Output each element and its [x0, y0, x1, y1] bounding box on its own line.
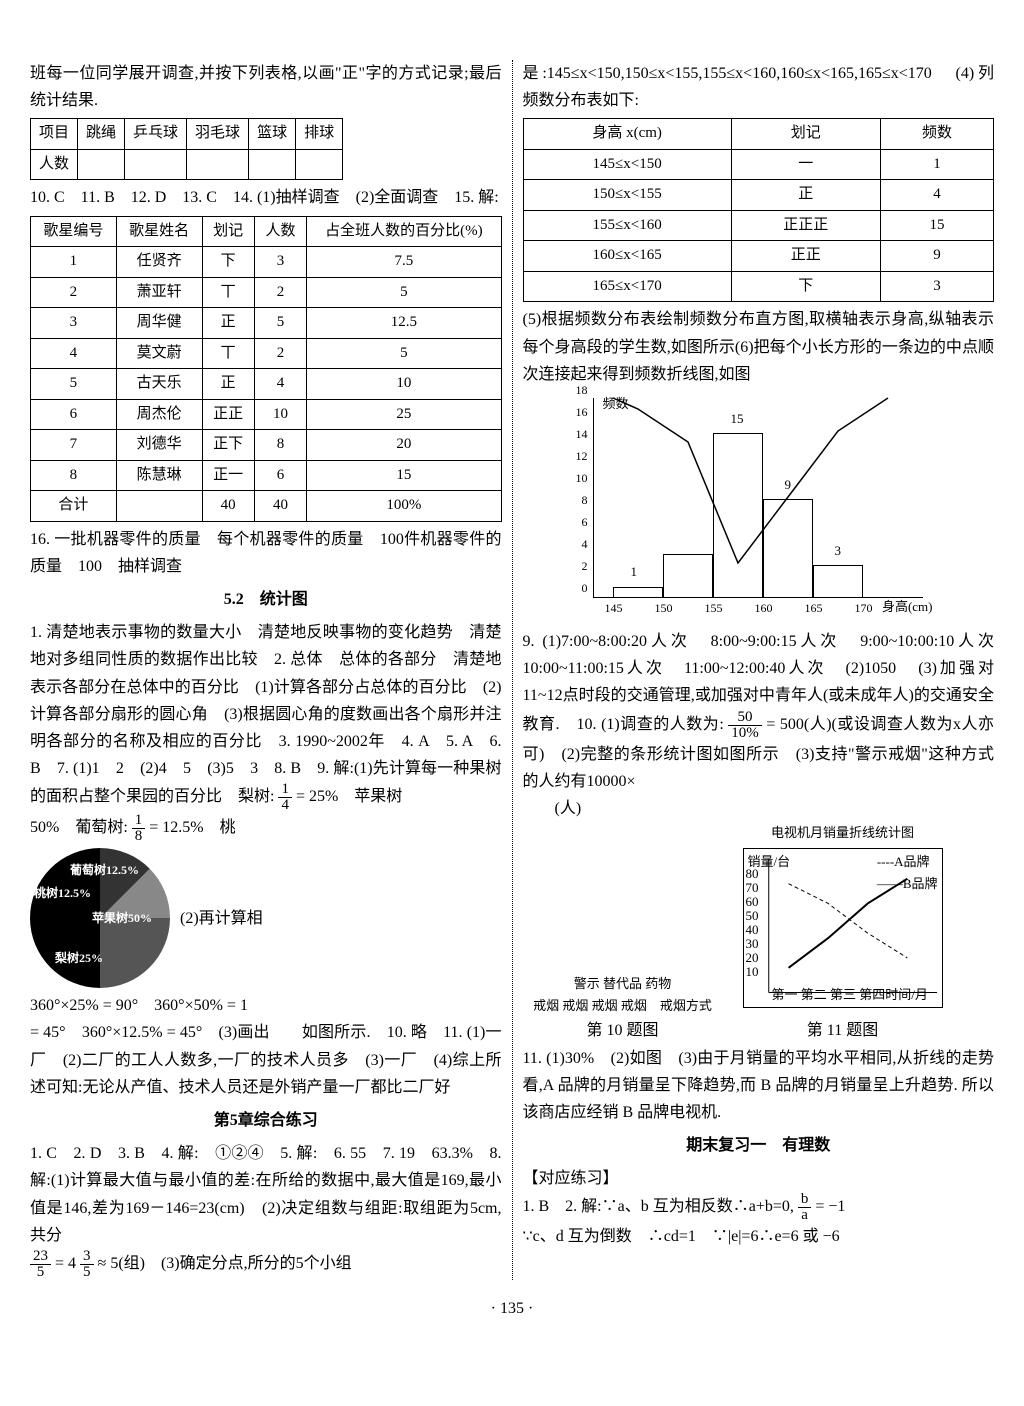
line-chart: 销量/台 ----A品牌 ——B品牌 80 70 60: [743, 848, 943, 1008]
sub-title: 【对应练习】: [523, 1165, 995, 1192]
page-number: · 135 ·: [30, 1300, 994, 1318]
left-para7: 1. C 2. D 3. B 4. 解: ①②④ 5. 解: 6. 55 7. …: [30, 1140, 502, 1249]
cell: [125, 149, 187, 180]
th: 歌星姓名: [116, 216, 202, 247]
cell: 排球: [296, 119, 343, 150]
cell: [249, 149, 296, 180]
th: 占全班人数的百分比(%): [307, 216, 501, 247]
th: 划记: [202, 216, 254, 247]
cell: 乒乓球: [125, 119, 187, 150]
frac-b-a: ba: [798, 1192, 812, 1223]
left-column: 班每一位同学展开调查,并按下列表格,以画"正"字的方式记录;最后统计结果. 项目…: [30, 60, 502, 1280]
frac-3-5: 35: [80, 1249, 94, 1280]
answers-1: 10. C 11. B 12. D 13. C 14. (1)抽样调查 (2)全…: [30, 184, 502, 211]
sec-5-2: 5.2 统计图: [30, 586, 502, 613]
left-para6: = 45° 360°×12.5% = 45° (3)画出 如图所示. 10. 略…: [30, 1019, 502, 1101]
right-para3c: (人): [523, 795, 995, 822]
left-para8: 235 = 4 35 ≈ 5(组) (3)确定分点,所分的5个小组: [30, 1249, 502, 1280]
cell: 羽毛球: [187, 119, 249, 150]
fig11-area: 电视机月销量折线统计图 销量/台 ----A品牌 ——B品牌 80: [743, 822, 943, 1044]
right-para2: (5)根据频数分布表绘制频数分布直方图,取横轴表示身高,纵轴表示每个身高段的学生…: [523, 306, 995, 388]
table-freq: 身高 x(cm) 划记 频数 145≤x<150一1 150≤x<155正4 1…: [523, 118, 995, 302]
table-singers: 歌星编号 歌星姓名 划记 人数 占全班人数的百分比(%) 1任贤齐下37.5 2…: [30, 216, 502, 522]
right-para5: 1. B 2. 解:∵a、b 互为相反数∴a+b=0, ba = −1: [523, 1192, 995, 1223]
frac-1-4: 14: [278, 782, 292, 813]
histogram: 频数 身高(cm) 0 2 4 6 8 10 12 14 16 18 145: [563, 398, 923, 618]
pie-chart: 葡萄树12.5% 桃树12.5% 苹果树50% 梨树25%: [30, 848, 170, 988]
fig10-area: 警示 替代品 药物 戒烟 戒烟 戒烟 戒烟 戒烟方式 第 10 题图: [523, 973, 723, 1044]
cell: 人数: [31, 149, 78, 180]
table-sports: 项目 跳绳 乒乓球 羽毛球 篮球 排球 人数: [30, 118, 343, 180]
cell: [78, 149, 125, 180]
th: 歌星编号: [31, 216, 117, 247]
th: 人数: [254, 216, 306, 247]
sec-5: 第5章综合练习: [30, 1107, 502, 1134]
cell: 篮球: [249, 119, 296, 150]
left-intro: 班每一位同学展开调查,并按下列表格,以画"正"字的方式记录;最后统计结果.: [30, 60, 502, 114]
sec-end: 期末复习一 有理数: [523, 1132, 995, 1159]
right-para6: ∵c、d 互为倒数 ∴cd=1 ∵|e|=6∴e=6 或 −6: [523, 1223, 995, 1250]
cell: [187, 149, 249, 180]
column-divider: [512, 60, 513, 1280]
left-para2: 16. 一批机器零件的质量 每个机器零件的质量 100件机器零件的质量 100 …: [30, 526, 502, 580]
right-para3: 9. (1)7:00~8:00:20人次 8:00~9:00:15人次 9:00…: [523, 628, 995, 795]
after-pie: (2)再计算相: [180, 905, 263, 932]
frac-50-10: 5010%: [728, 710, 762, 741]
frac-1-8: 18: [132, 813, 146, 844]
cell: [296, 149, 343, 180]
right-para4: 11. (1)30% (2)如图 (3)由于月销量的平均水平相同,从折线的走势看…: [523, 1045, 995, 1127]
right-intro: 是:145≤x<150,150≤x<155,155≤x<160,160≤x<16…: [523, 60, 995, 114]
cell: 跳绳: [78, 119, 125, 150]
frac-23-5: 235: [30, 1249, 51, 1280]
left-para4: 50% 葡萄树: 18 = 12.5% 桃: [30, 813, 502, 844]
cell: 项目: [31, 119, 78, 150]
left-para5: 360°×25% = 90° 360°×50% = 1: [30, 992, 502, 1019]
left-para3: 1. 清楚地表示事物的数量大小 清楚地反映事物的变化趋势 清楚地对多组同性质的数…: [30, 619, 502, 813]
right-column: 是:145≤x<150,150≤x<155,155≤x<160,160≤x<16…: [523, 60, 995, 1280]
